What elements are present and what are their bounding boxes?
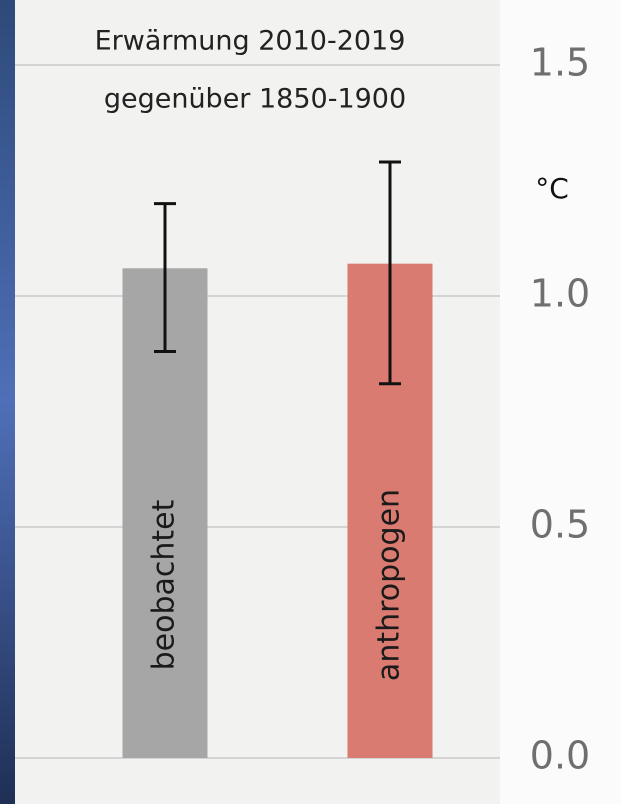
chart-subtitle: gegenüber 1850-1900 bbox=[104, 84, 406, 115]
unit-label: °C bbox=[535, 172, 569, 205]
axis-panel bbox=[500, 0, 621, 804]
y-tick-label: 1.0 bbox=[530, 272, 590, 316]
y-tick-label: 0.5 bbox=[530, 503, 590, 547]
chart-title: Erwärmung 2010-2019 bbox=[95, 26, 406, 57]
category-label: anthropogen bbox=[372, 489, 407, 681]
category-label: beobachtet bbox=[147, 499, 182, 670]
chart: Erwärmung 2010-2019 gegenüber 1850-1900 … bbox=[0, 0, 621, 804]
y-tick-label: 1.5 bbox=[530, 41, 590, 85]
y-tick-label: 0.0 bbox=[530, 734, 590, 778]
